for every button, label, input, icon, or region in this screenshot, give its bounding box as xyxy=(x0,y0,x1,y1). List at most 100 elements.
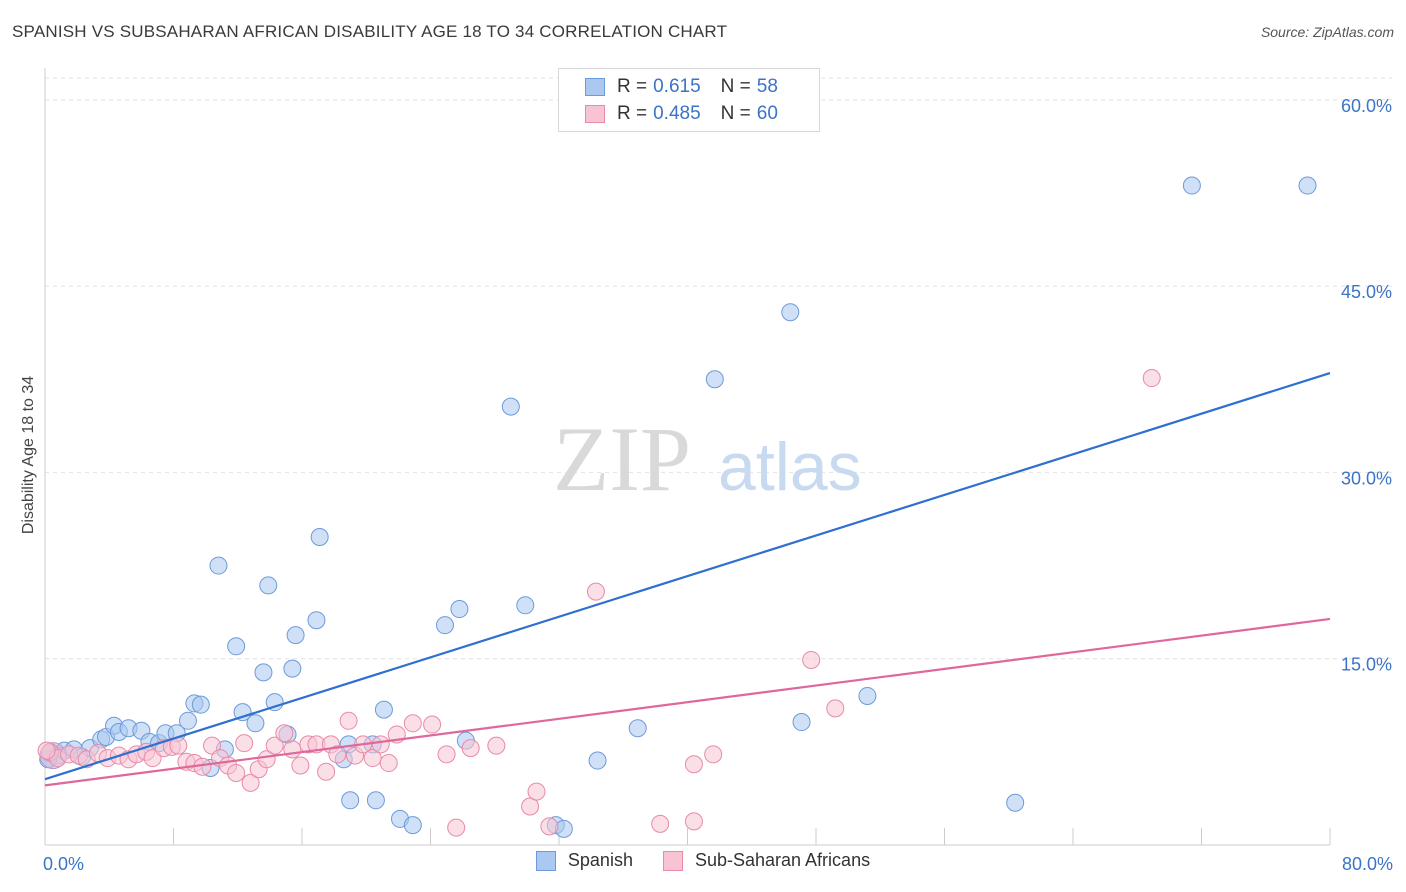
data-point xyxy=(241,773,260,792)
data-point xyxy=(339,711,358,730)
watermark: ZIP atlas xyxy=(553,408,862,510)
data-point xyxy=(461,739,480,758)
stats-row-subsaharan: R = 0.485 N = 60 xyxy=(585,101,778,127)
y-tick-label: 15.0% xyxy=(1341,655,1392,675)
data-point xyxy=(586,582,605,601)
r-label: R = xyxy=(617,76,648,97)
data-point xyxy=(341,791,360,810)
n-label: N = xyxy=(720,103,751,124)
data-point xyxy=(363,749,382,768)
data-point xyxy=(684,755,703,774)
data-point xyxy=(209,556,228,575)
data-point xyxy=(792,713,811,732)
data-point xyxy=(540,817,559,836)
trend-lines xyxy=(44,372,1331,787)
data-point xyxy=(527,782,546,801)
data-point xyxy=(423,715,442,734)
data-point xyxy=(143,749,162,768)
data-point xyxy=(501,397,520,416)
legend-label-spanish: Spanish xyxy=(567,850,633,870)
stats-swatch-subsaharan xyxy=(585,105,605,123)
data-point xyxy=(275,724,294,743)
data-point xyxy=(705,370,724,389)
data-point xyxy=(259,576,278,595)
data-point xyxy=(447,818,466,837)
data-point xyxy=(227,763,246,782)
trend-line xyxy=(44,617,1331,787)
trend-line xyxy=(44,372,1331,781)
data-point xyxy=(191,695,210,714)
data-point xyxy=(291,756,310,775)
source-label: Source: ZipAtlas.com xyxy=(1260,24,1394,40)
data-point xyxy=(178,711,197,730)
data-point xyxy=(487,736,506,755)
data-point xyxy=(379,754,398,773)
legend-swatch-subsaharan xyxy=(662,850,683,871)
data-point xyxy=(1298,176,1317,195)
axes xyxy=(44,68,1331,846)
data-point xyxy=(651,814,670,833)
data-point xyxy=(366,791,385,810)
legend: Spanish Sub-Saharan Africans xyxy=(0,850,1406,871)
data-point xyxy=(235,734,254,753)
legend-label-subsaharan: Sub-Saharan Africans xyxy=(694,850,871,870)
y-tick-label: 60.0% xyxy=(1341,96,1392,116)
data-point xyxy=(684,812,703,831)
data-point xyxy=(858,686,877,705)
data-point xyxy=(227,637,246,656)
data-point xyxy=(374,700,393,719)
data-point xyxy=(1006,793,1025,812)
r-value: 0.485 xyxy=(653,103,701,124)
n-value: 58 xyxy=(756,76,778,97)
r-value: 0.615 xyxy=(653,76,701,97)
tick-labels: 15.0% 30.0% 45.0% 60.0% 0.0% 80.0% xyxy=(43,96,1393,874)
data-point xyxy=(704,745,723,764)
y-tick-label: 30.0% xyxy=(1341,468,1392,488)
data-point xyxy=(403,816,422,835)
data-point xyxy=(317,762,336,781)
data-point xyxy=(254,663,273,682)
data-point xyxy=(246,714,265,733)
data-point xyxy=(371,735,390,754)
data-point xyxy=(588,751,607,770)
legend-item-spanish[interactable]: Spanish xyxy=(535,850,633,871)
data-point xyxy=(435,616,454,635)
legend-item-subsaharan[interactable]: Sub-Saharan Africans xyxy=(662,850,871,871)
data-point xyxy=(283,659,302,678)
data-point xyxy=(286,626,305,645)
data-point xyxy=(781,303,800,322)
x-tick-label: 0.0% xyxy=(43,854,84,874)
data-point xyxy=(403,714,422,733)
stats-box: R = 0.615 N = 58 R = 0.485 N = 60 xyxy=(558,68,820,132)
data-point xyxy=(328,745,347,764)
data-point xyxy=(1142,369,1161,388)
watermark-atlas: atlas xyxy=(718,429,862,505)
stats-row-spanish: R = 0.615 N = 58 xyxy=(585,74,778,100)
legend-swatch-spanish xyxy=(535,850,556,871)
n-value: 60 xyxy=(756,103,778,124)
x-tick-label: 80.0% xyxy=(1342,854,1393,874)
data-point xyxy=(283,740,302,759)
data-point xyxy=(516,596,535,615)
n-label: N = xyxy=(720,76,751,97)
data-point xyxy=(628,719,647,738)
chart-title: SPANISH VS SUBSAHARAN AFRICAN DISABILITY… xyxy=(12,22,728,41)
watermark-zip: ZIP xyxy=(553,408,691,510)
data-point xyxy=(310,528,329,546)
y-tick-label: 45.0% xyxy=(1341,282,1392,302)
subsaharan-points xyxy=(37,369,1161,837)
data-point xyxy=(265,693,284,712)
data-point xyxy=(307,611,326,630)
data-point xyxy=(37,741,56,760)
r-label: R = xyxy=(617,103,648,124)
data-point xyxy=(802,650,821,669)
data-point xyxy=(826,699,845,718)
data-point xyxy=(1182,176,1201,195)
gridlines xyxy=(45,77,1392,660)
data-point xyxy=(521,797,540,816)
data-point xyxy=(450,600,469,619)
data-point xyxy=(265,736,284,755)
stats-swatch-spanish xyxy=(585,78,605,96)
data-point xyxy=(437,745,456,764)
